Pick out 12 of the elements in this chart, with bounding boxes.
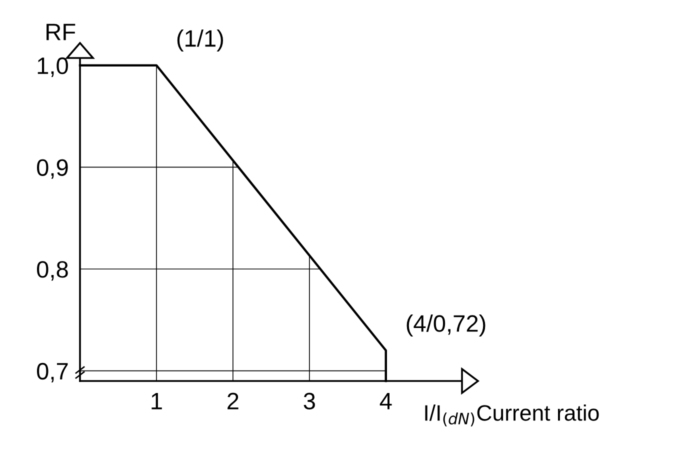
x-tick-label: 1 xyxy=(152,392,162,410)
annotation: (1/1) xyxy=(177,29,223,52)
y-tick-label: 0,7 xyxy=(36,362,68,382)
y-tick-label: 1,0 xyxy=(38,57,68,77)
y-tick-label: 0,9 xyxy=(36,159,68,179)
x-tick-label: 3 xyxy=(304,392,315,410)
y-tick-label: 0,8 xyxy=(36,261,68,281)
x-axis-title: I/I$_{(dN)}$Current ratio xyxy=(425,404,599,426)
annotation: (4/0,72) xyxy=(406,314,486,337)
y-axis-title: RF xyxy=(46,24,76,40)
x-tick-label: 2 xyxy=(228,392,238,410)
x-tick-label: 4 xyxy=(380,392,392,410)
